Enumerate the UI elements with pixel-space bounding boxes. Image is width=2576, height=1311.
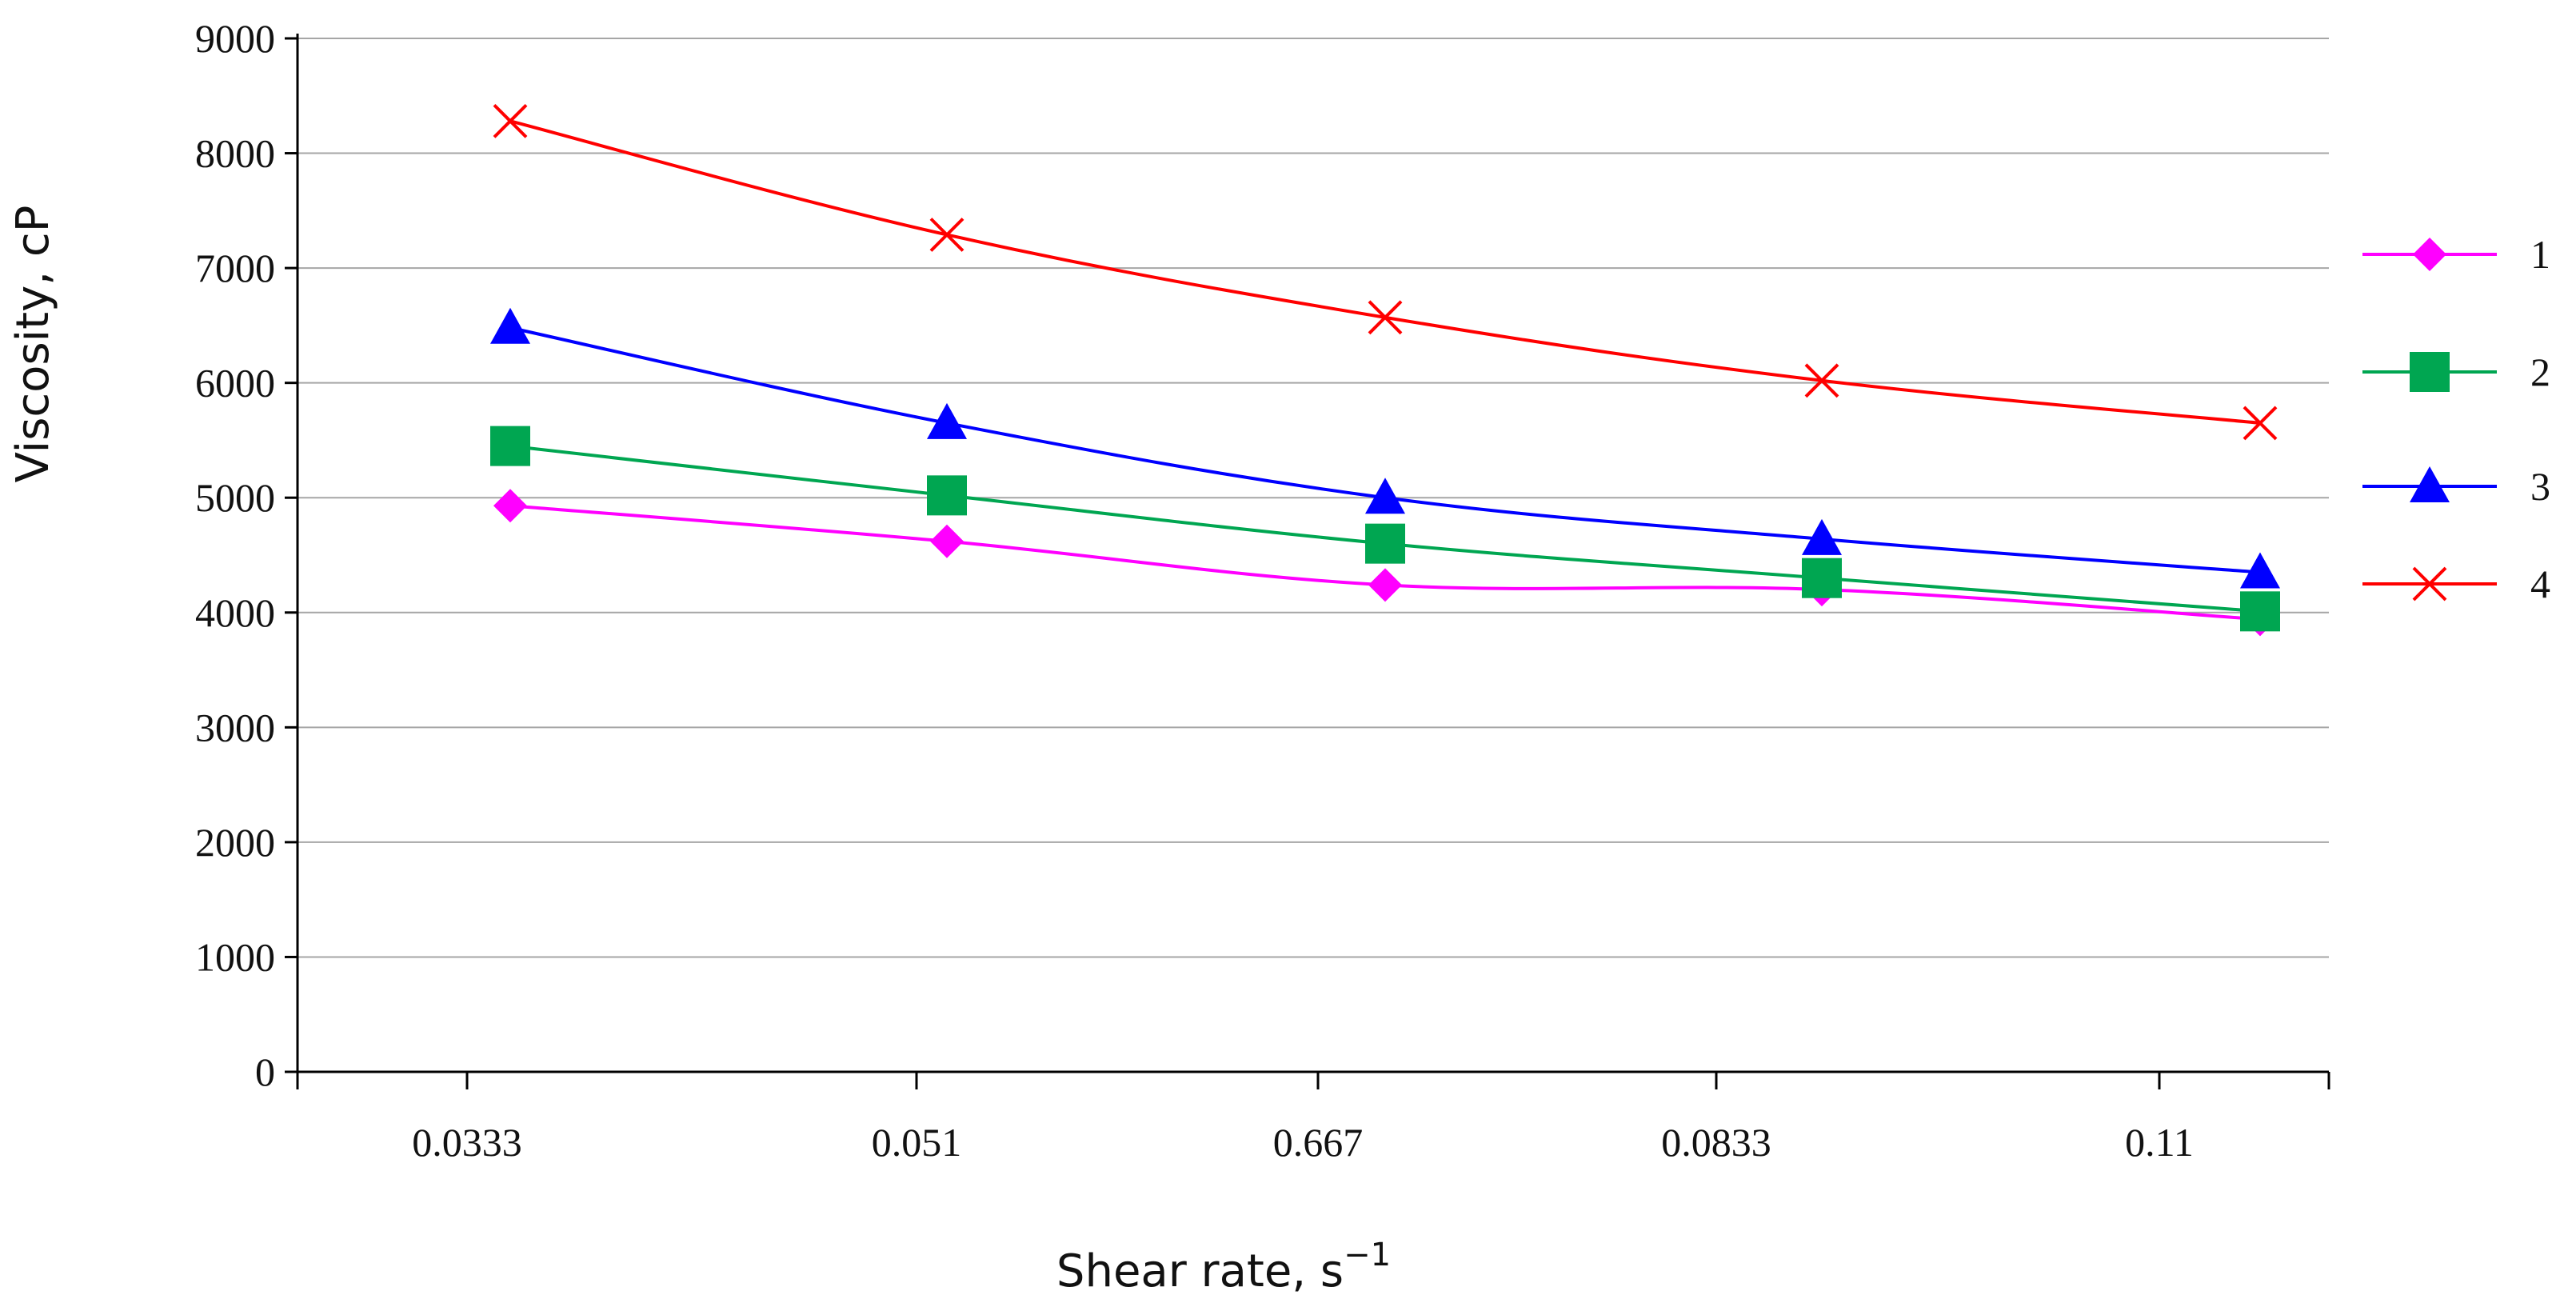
series-4	[493, 103, 2278, 441]
series-3-point	[1802, 518, 1842, 555]
series-2-point	[2240, 591, 2280, 632]
legend-label: 1	[2530, 232, 2550, 277]
series-4-point	[1804, 363, 1839, 398]
series-2-point	[490, 426, 530, 466]
series-4-point	[929, 218, 965, 252]
x-marker-stroke	[2243, 406, 2278, 441]
series-2-point	[927, 475, 967, 516]
x-marker-stroke	[1368, 300, 1403, 335]
x-tick-label: 0.0333	[412, 1120, 522, 1165]
y-tick-label: 7000	[195, 246, 275, 290]
x-axis-ticks: 0.0333 0.051 0.667 0.0833 0.11	[296, 1072, 2330, 1165]
x-axis-title-text: Shear rate, s	[1056, 1245, 1344, 1297]
legend-label: 2	[2530, 350, 2550, 394]
y-tick-label: 6000	[195, 361, 275, 406]
x-axis-title-superscript: −1	[1344, 1237, 1391, 1273]
series-1-point	[1368, 568, 1402, 602]
legend: 1 2 3 4	[2362, 232, 2550, 606]
y-axis-title: Viscosity, cP	[7, 206, 59, 483]
legend-item-4: 4	[2362, 562, 2550, 606]
series-4-point	[2243, 406, 2278, 441]
legend-marker	[2410, 352, 2450, 392]
series-3-point	[927, 402, 967, 439]
y-tick-label: 8000	[195, 131, 275, 176]
x-marker-stroke	[2412, 566, 2447, 602]
x-marker-stroke	[1804, 363, 1839, 398]
series-3-point	[2240, 552, 2280, 589]
series-2	[490, 426, 2280, 632]
series-2-point	[1365, 523, 1405, 564]
x-marker-stroke	[493, 103, 528, 138]
y-tick-label: 5000	[195, 475, 275, 520]
series-4-point	[1368, 300, 1403, 335]
series-3	[490, 307, 2280, 589]
series-3-point	[1365, 478, 1405, 514]
series-1-point	[493, 489, 527, 523]
y-tick-label: 0	[255, 1049, 275, 1094]
series-3-point	[490, 307, 530, 344]
y-tick-label: 4000	[195, 590, 275, 635]
legend-marker	[2413, 238, 2446, 271]
gridlines	[298, 38, 2329, 958]
y-tick-label: 9000	[195, 16, 275, 61]
legend-marker	[2410, 466, 2450, 502]
x-axis-title: Shear rate, s−1	[1056, 1237, 1391, 1297]
x-marker-stroke	[929, 218, 965, 252]
legend-label: 4	[2530, 562, 2550, 606]
y-axis-ticks: 0 1000 2000 3000 4000 5000 6000 7000 8000 9000	[195, 16, 298, 1094]
y-tick-label: 2000	[195, 820, 275, 865]
x-tick-label: 0.667	[1273, 1120, 1364, 1165]
y-tick-label: 3000	[195, 705, 275, 749]
series-1-point	[930, 524, 964, 558]
x-tick-label: 0.0833	[1661, 1120, 1771, 1165]
legend-marker	[2412, 566, 2447, 602]
x-tick-label: 0.051	[872, 1120, 962, 1165]
y-tick-label: 1000	[195, 934, 275, 979]
series-2-point	[1802, 558, 1842, 598]
legend-label: 3	[2530, 464, 2550, 509]
series-4-point	[493, 103, 528, 138]
series-4-line	[509, 119, 2261, 425]
x-tick-label: 0.11	[2125, 1120, 2194, 1165]
legend-item-3: 3	[2362, 464, 2550, 509]
axes	[296, 34, 2329, 1073]
series-group	[490, 103, 2280, 637]
legend-item-1: 1	[2362, 232, 2550, 277]
legend-item-2: 2	[2362, 350, 2550, 394]
